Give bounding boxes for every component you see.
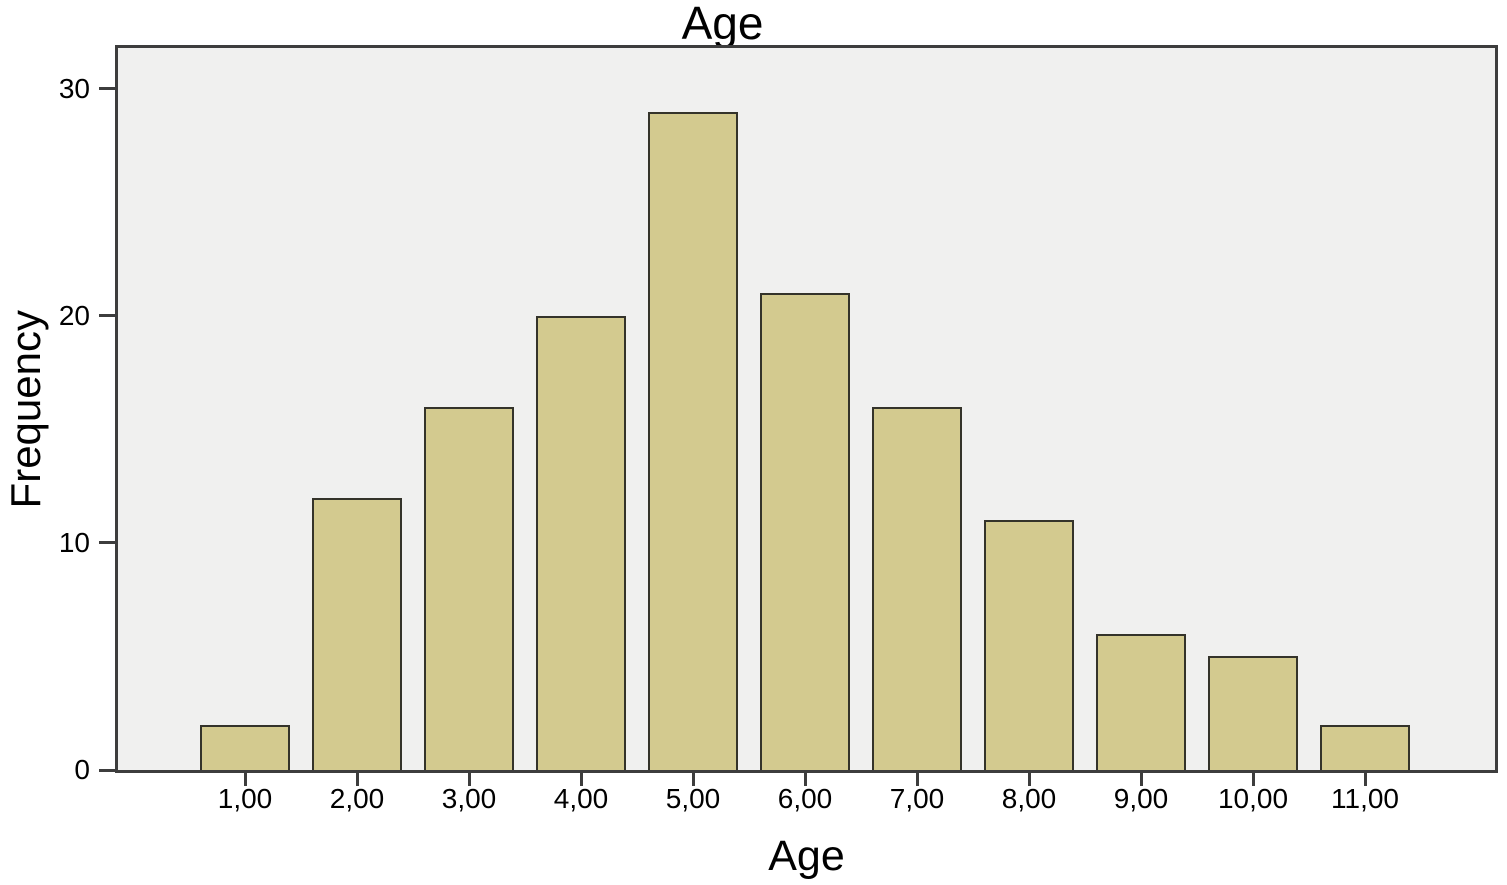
bar-9,00 (1096, 634, 1186, 770)
x-tick-label: 7,00 (889, 783, 945, 814)
x-tick-label: 1,00 (217, 783, 273, 814)
y-tick-mark (99, 314, 115, 318)
chart-title: Age (681, 0, 764, 49)
x-tick-mark (467, 773, 471, 786)
bar-6,00 (760, 293, 850, 770)
y-tick-mark (99, 541, 115, 545)
x-tick-mark (915, 773, 919, 786)
y-tick-label: 20 (58, 299, 90, 331)
bar-8,00 (984, 520, 1074, 770)
x-tick-mark (1139, 773, 1143, 786)
x-tick-label: 3,00 (441, 783, 497, 814)
bar-10,00 (1208, 656, 1298, 770)
x-tick-mark (691, 773, 695, 786)
x-tick-label: 2,00 (329, 783, 385, 814)
x-tick-mark (243, 773, 247, 786)
x-tick-label: 8,00 (1001, 783, 1057, 814)
y-tick-label: 30 (58, 72, 90, 104)
plot-area (99, 45, 1498, 786)
bar-11,00 (1320, 725, 1410, 770)
bar-4,00 (536, 316, 626, 770)
x-tick-label: 11,00 (1331, 783, 1399, 814)
bar-5,00 (648, 112, 738, 770)
y-tick-label: 10 (58, 526, 90, 558)
bar-2,00 (312, 498, 402, 770)
y-axis-title-text: Frequency (2, 309, 49, 509)
y-tick-mark (99, 87, 115, 91)
x-tick-mark (1251, 773, 1255, 786)
bar-3,00 (424, 407, 514, 770)
x-tick-label: 6,00 (777, 783, 833, 814)
x-tick-label: 10,00 (1217, 783, 1289, 814)
x-tick-mark (1027, 773, 1031, 786)
y-axis-title: Frequency (0, 48, 52, 770)
x-tick-mark (355, 773, 359, 786)
x-tick-label: 9,00 (1113, 783, 1169, 814)
x-tick-mark (803, 773, 807, 786)
x-tick-mark (1363, 773, 1367, 786)
y-tick-label: 0 (74, 754, 90, 785)
y-tick-mark (99, 768, 115, 772)
x-tick-label: 5,00 (665, 783, 721, 814)
x-axis-title: Age (768, 832, 845, 880)
x-tick-label: 4,00 (553, 783, 609, 814)
bar-1,00 (200, 725, 290, 770)
bar-7,00 (872, 407, 962, 770)
x-tick-mark (579, 773, 583, 786)
